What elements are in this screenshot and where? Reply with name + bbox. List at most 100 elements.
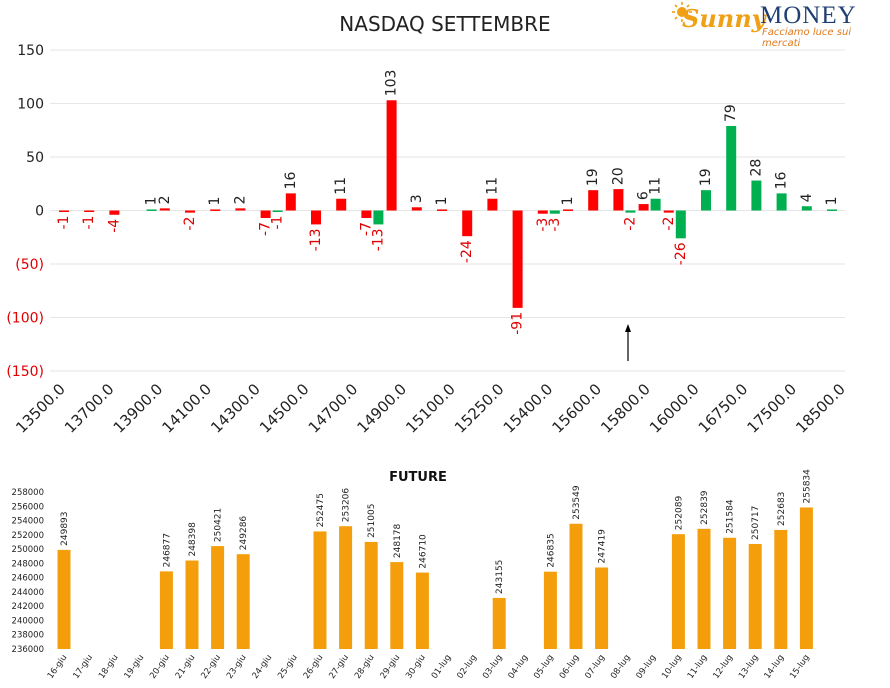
nasdaq-data-label: -1 [81, 216, 97, 230]
nasdaq-data-label: 79 [723, 104, 739, 122]
nasdaq-bar [663, 210, 674, 213]
future-data-label: 248398 [188, 522, 198, 557]
nasdaq-bar [537, 210, 548, 214]
nasdaq-bar [625, 210, 636, 213]
x-tick-label: 17-giu [71, 653, 95, 681]
x-tick-label: 07-lug [583, 653, 607, 681]
nasdaq-data-label: 11 [333, 177, 349, 195]
nasdaq-data-label: 11 [648, 177, 664, 195]
future-bar [569, 523, 583, 649]
y-tick-label: 244000 [12, 588, 44, 598]
nasdaq-bar [411, 207, 422, 211]
nasdaq-bar [373, 210, 384, 225]
future-x-axis: 16-giu 17-giu 18-giu 19-giu 20-giu 21-giu 22-g… [46, 653, 812, 681]
future-bar [697, 528, 711, 649]
y-tick-label: 100 [17, 97, 44, 113]
logo-brand-money: MONEY [760, 2, 857, 29]
future-bars [57, 507, 813, 649]
nasdaq-bar [235, 208, 246, 211]
nasdaq-data-label: 16 [283, 171, 299, 189]
future-data-label: 252683 [777, 492, 787, 526]
y-tick-label: 238000 [12, 631, 44, 641]
x-tick-label: 01-lug [430, 653, 454, 681]
nasdaq-data-label: 1 [144, 197, 160, 206]
nasdaq-data-label: 103 [384, 70, 400, 97]
nasdaq-data-label: 2 [232, 195, 248, 204]
x-tick-label: 27-giu [327, 653, 351, 681]
chart-title-nasdaq: NASDAQ SETTEMBRE [339, 12, 551, 36]
nasdaq-data-label: 1 [207, 197, 223, 206]
x-tick-label: 16-giu [46, 653, 70, 681]
chart-title-future: FUTURE [389, 470, 447, 485]
future-data-label: 243155 [495, 560, 505, 594]
nasdaq-bar [260, 210, 271, 218]
future-bar [595, 567, 609, 649]
nasdaq-bar [650, 198, 661, 211]
nasdaq-bar [751, 180, 762, 211]
y-tick-label: 50 [26, 150, 44, 166]
future-bar [723, 537, 737, 649]
nasdaq-data-label: 4 [799, 193, 815, 202]
y-tick-label: 252000 [12, 531, 44, 541]
nasdaq-bar [549, 210, 560, 214]
y-tick-label: 0 [35, 204, 44, 220]
nasdaq-data-label: 6 [636, 191, 652, 200]
nasdaq-data-label: 16 [774, 171, 790, 189]
nasdaq-data-label: -26 [673, 242, 689, 265]
nasdaq-bars [59, 100, 837, 308]
nasdaq-data-label: -3 [535, 218, 551, 232]
nasdaq-bar [361, 210, 372, 218]
nasdaq-bar [701, 190, 711, 211]
y-tick-label: (50) [15, 257, 44, 273]
nasdaq-bar [109, 210, 120, 215]
future-data-label: 251005 [367, 504, 377, 538]
future-data-label: 249286 [239, 516, 249, 551]
y-tick-label: 250000 [12, 545, 44, 555]
y-tick-label: 240000 [12, 616, 44, 626]
future-data-label: 252089 [674, 496, 684, 531]
x-tick-label: 10-lug [660, 653, 684, 681]
nasdaq-bar [827, 209, 837, 211]
future-data-labels: 249893 246877 248398 250421 249286 252475 2532… [60, 469, 812, 594]
x-tick-label: 13-lug [737, 653, 761, 681]
nasdaq-bar [311, 210, 321, 225]
x-tick-label: 04-lug [507, 653, 531, 681]
nasdaq-data-label: -24 [459, 240, 475, 263]
future-bar [774, 529, 788, 649]
nasdaq-data-label: -13 [308, 228, 324, 251]
nasdaq-data-label: 2 [157, 195, 173, 204]
x-tick-label: 20-giu [148, 653, 172, 681]
nasdaq-data-label: 1 [560, 197, 576, 206]
future-data-label: 246710 [418, 534, 428, 569]
nasdaq-data-label: -4 [106, 219, 122, 233]
future-data-label: 246877 [162, 533, 172, 567]
nasdaq-bar [285, 193, 296, 211]
nasdaq-data-label: 19 [698, 168, 714, 186]
nasdaq-data-label: -1 [270, 216, 286, 230]
x-tick-label: 18-giu [97, 653, 121, 681]
y-tick-label: 248000 [12, 559, 44, 569]
x-tick-label: 12-lug [711, 653, 735, 681]
y-tick-label: 256000 [12, 502, 44, 512]
x-tick-label: 14-lug [763, 653, 787, 681]
nasdaq-bar [638, 204, 649, 211]
x-tick-label: 22-giu [199, 653, 223, 681]
future-data-label: 246835 [546, 533, 556, 567]
nasdaq-data-label: 20 [610, 167, 626, 185]
future-data-label: 252475 [316, 493, 326, 527]
x-tick-label: 02-lug [455, 653, 479, 681]
future-bar [185, 560, 199, 649]
y-tick-label: 246000 [12, 574, 44, 584]
logo-brand-sunny: Sunny [682, 4, 766, 33]
nasdaq-data-label: -2 [182, 217, 198, 231]
future-bar [236, 554, 250, 649]
y-tick-label: (150) [6, 364, 44, 380]
future-bar [543, 571, 557, 649]
future-data-label: 255834 [802, 469, 812, 504]
y-tick-label: 258000 [12, 488, 44, 498]
x-tick-label: 03-lug [481, 653, 505, 681]
future-data-label: 253549 [572, 485, 582, 520]
future-bar [492, 597, 506, 649]
